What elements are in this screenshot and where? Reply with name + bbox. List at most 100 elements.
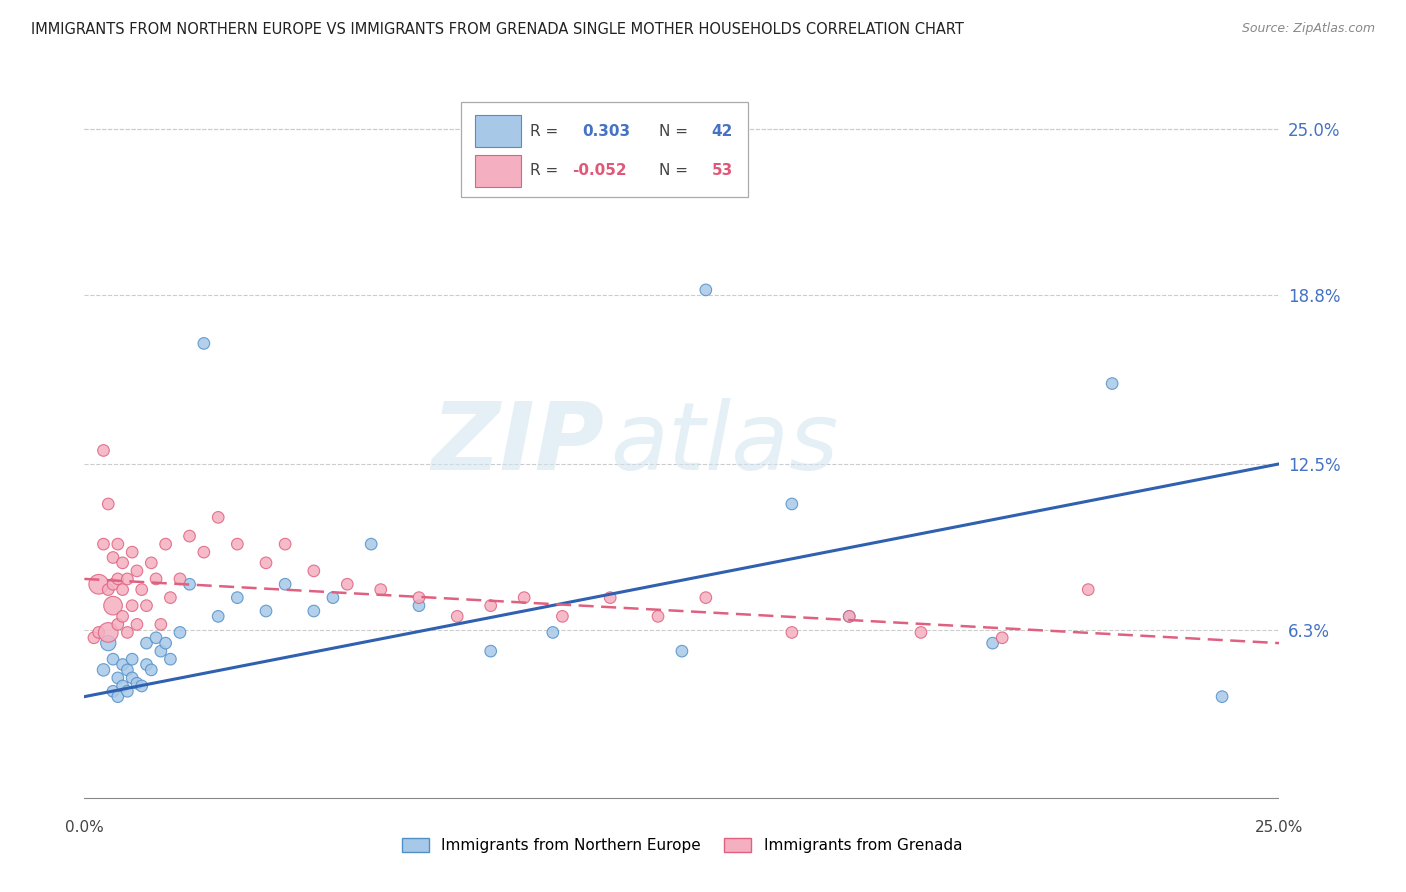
Point	[695, 283, 717, 297]
Point	[97, 636, 120, 650]
Point	[179, 529, 201, 543]
Point	[159, 652, 181, 666]
Point	[117, 663, 139, 677]
Point	[101, 550, 124, 565]
Point	[101, 652, 124, 666]
Point	[226, 591, 249, 605]
Point	[302, 564, 325, 578]
Point	[141, 663, 163, 677]
Point	[647, 609, 669, 624]
Point	[97, 497, 120, 511]
Point	[551, 609, 574, 624]
Point	[145, 572, 167, 586]
Point	[101, 684, 124, 698]
FancyBboxPatch shape	[461, 102, 748, 197]
Point	[121, 671, 143, 685]
Point	[101, 599, 124, 613]
Point	[1077, 582, 1099, 597]
Point	[179, 577, 201, 591]
Point	[408, 599, 430, 613]
Text: N =: N =	[659, 123, 688, 138]
Point	[125, 564, 148, 578]
Point	[87, 625, 110, 640]
Text: IMMIGRANTS FROM NORTHERN EUROPE VS IMMIGRANTS FROM GRENADA SINGLE MOTHER HOUSEHO: IMMIGRANTS FROM NORTHERN EUROPE VS IMMIG…	[31, 22, 963, 37]
Point	[97, 582, 120, 597]
Point	[446, 609, 468, 624]
Point	[117, 572, 139, 586]
Point	[226, 537, 249, 551]
Point	[141, 556, 163, 570]
Point	[135, 599, 157, 613]
Point	[513, 591, 536, 605]
Text: ZIP: ZIP	[432, 398, 605, 490]
Point	[111, 657, 134, 672]
Point	[1101, 376, 1123, 391]
Legend: Immigrants from Northern Europe, Immigrants from Grenada: Immigrants from Northern Europe, Immigra…	[395, 832, 969, 859]
Text: 0.303: 0.303	[582, 123, 631, 138]
Point	[336, 577, 359, 591]
Point	[131, 679, 153, 693]
Point	[207, 609, 229, 624]
Text: -0.052: -0.052	[572, 163, 627, 178]
Point	[169, 625, 191, 640]
Point	[97, 625, 120, 640]
Point	[149, 617, 172, 632]
Point	[981, 636, 1004, 650]
Point	[121, 599, 143, 613]
Point	[302, 604, 325, 618]
Point	[599, 591, 621, 605]
Text: R =: R =	[530, 163, 558, 178]
Point	[111, 609, 134, 624]
Point	[780, 625, 803, 640]
Point	[479, 644, 502, 658]
Point	[111, 679, 134, 693]
Point	[254, 604, 277, 618]
Point	[159, 591, 181, 605]
Point	[83, 631, 105, 645]
Point	[254, 556, 277, 570]
Point	[838, 609, 860, 624]
Point	[93, 537, 115, 551]
Point	[117, 684, 139, 698]
Point	[107, 671, 129, 685]
Point	[838, 609, 860, 624]
Point	[207, 510, 229, 524]
Text: R =: R =	[530, 123, 558, 138]
Point	[107, 537, 129, 551]
Point	[408, 591, 430, 605]
Point	[695, 591, 717, 605]
Point	[111, 582, 134, 597]
Point	[135, 657, 157, 672]
Point	[101, 577, 124, 591]
Point	[193, 336, 215, 351]
Text: Source: ZipAtlas.com: Source: ZipAtlas.com	[1241, 22, 1375, 36]
Text: atlas: atlas	[610, 398, 838, 490]
Point	[125, 617, 148, 632]
Point	[149, 644, 172, 658]
Point	[93, 663, 115, 677]
Point	[117, 625, 139, 640]
Point	[193, 545, 215, 559]
Point	[1211, 690, 1233, 704]
Point	[93, 443, 115, 458]
Point	[360, 537, 382, 551]
Point	[541, 625, 564, 640]
Point	[370, 582, 392, 597]
Point	[910, 625, 932, 640]
Bar	[475, 115, 520, 147]
Point	[671, 644, 693, 658]
Point	[145, 631, 167, 645]
Point	[135, 636, 157, 650]
Point	[131, 582, 153, 597]
Point	[991, 631, 1014, 645]
Point	[107, 572, 129, 586]
Point	[479, 599, 502, 613]
Point	[121, 545, 143, 559]
Bar	[475, 154, 520, 187]
Point	[169, 572, 191, 586]
Point	[274, 537, 297, 551]
Point	[121, 652, 143, 666]
Point	[87, 577, 110, 591]
Text: 53: 53	[711, 163, 733, 178]
Point	[322, 591, 344, 605]
